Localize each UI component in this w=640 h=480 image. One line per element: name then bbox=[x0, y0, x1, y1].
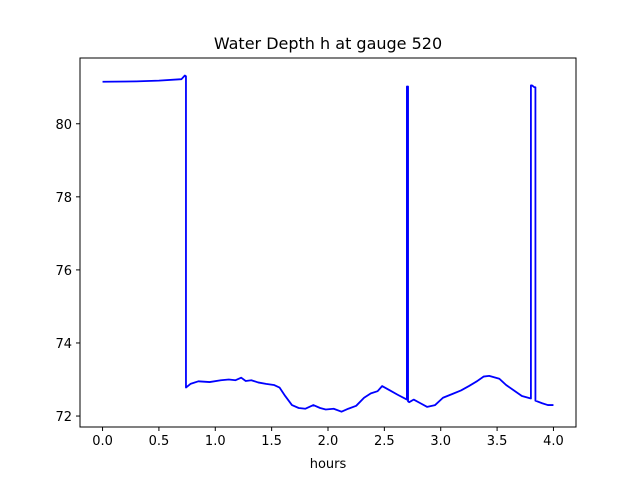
y-tick-label: 72 bbox=[55, 410, 72, 425]
x-tick-label: 4.0 bbox=[543, 434, 564, 449]
x-tick-label: 1.0 bbox=[205, 434, 226, 449]
y-tick-label: 76 bbox=[55, 264, 72, 279]
chart-title: Water Depth h at gauge 520 bbox=[214, 34, 442, 53]
x-tick-label: 3.5 bbox=[487, 434, 508, 449]
x-tick-label: 0.0 bbox=[92, 434, 113, 449]
x-tick-label: 2.0 bbox=[318, 434, 339, 449]
x-tick-label: 1.5 bbox=[261, 434, 282, 449]
y-axis: 72 74 76 78 80 bbox=[55, 118, 80, 425]
plot-frame bbox=[79, 57, 577, 428]
x-axis: 0.0 0.5 1.0 1.5 2.0 2.5 3.0 3.5 4.0 bbox=[92, 427, 564, 449]
x-tick-label: 0.5 bbox=[149, 434, 170, 449]
series-line bbox=[102, 74, 554, 413]
x-tick-label: 2.5 bbox=[374, 434, 395, 449]
y-tick-label: 78 bbox=[55, 191, 72, 206]
x-tick-label: 3.0 bbox=[430, 434, 451, 449]
x-axis-label: hours bbox=[310, 457, 347, 472]
y-tick-label: 80 bbox=[55, 118, 72, 133]
y-tick-label: 74 bbox=[55, 337, 72, 352]
plot-area bbox=[102, 74, 554, 413]
